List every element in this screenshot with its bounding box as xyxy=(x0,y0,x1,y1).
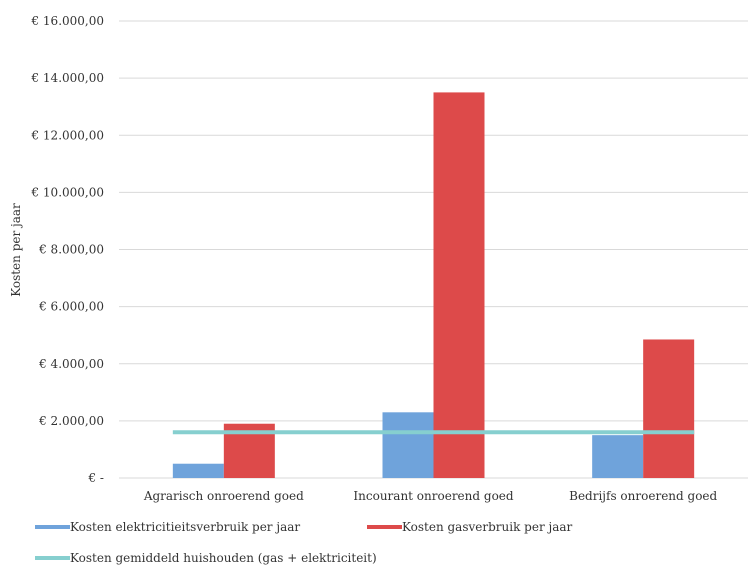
bars xyxy=(172,92,695,478)
y-tick-label: € 8.000,00 xyxy=(38,243,104,257)
legend-label: Kosten gasverbruik per jaar xyxy=(402,520,573,534)
bar xyxy=(382,412,434,478)
y-tick-label: € 4.000,00 xyxy=(38,357,104,371)
y-tick-label: € 10.000,00 xyxy=(30,185,104,199)
bar xyxy=(433,92,485,478)
x-axis-categories: Agrarisch onroerend goed Incourant onroer… xyxy=(143,489,718,503)
y-tick-label: € 6.000,00 xyxy=(38,300,104,314)
x-category-label: Agrarisch onroerend goed xyxy=(143,489,304,503)
y-tick-label: € 12.000,00 xyxy=(30,128,104,142)
y-tick-label: € 16.000,00 xyxy=(30,14,104,28)
legend-swatch xyxy=(35,556,70,560)
bar xyxy=(592,435,644,478)
legend-label: Kosten elektricitieitsverbruik per jaar xyxy=(70,520,300,534)
bar xyxy=(643,339,695,478)
y-axis-ticks: € - € 2.000,00 € 4.000,00 € 6.000,00 € 8.000… xyxy=(30,14,104,485)
legend: Kosten elektricitieitsverbruik per jaar K… xyxy=(35,520,573,565)
x-category-label: Bedrijfs onroerend goed xyxy=(569,489,717,503)
legend-swatch xyxy=(367,525,402,529)
legend-swatch xyxy=(35,525,70,529)
y-tick-label: € 2.000,00 xyxy=(38,414,104,428)
x-category-label: Incourant onroerend goed xyxy=(353,489,513,503)
y-axis-title: Kosten per jaar xyxy=(9,203,23,297)
y-tick-label: € - xyxy=(87,471,104,485)
bar xyxy=(172,463,224,478)
y-tick-label: € 14.000,00 xyxy=(30,71,104,85)
legend-label: Kosten gemiddeld huishouden (gas + elekt… xyxy=(70,551,377,565)
